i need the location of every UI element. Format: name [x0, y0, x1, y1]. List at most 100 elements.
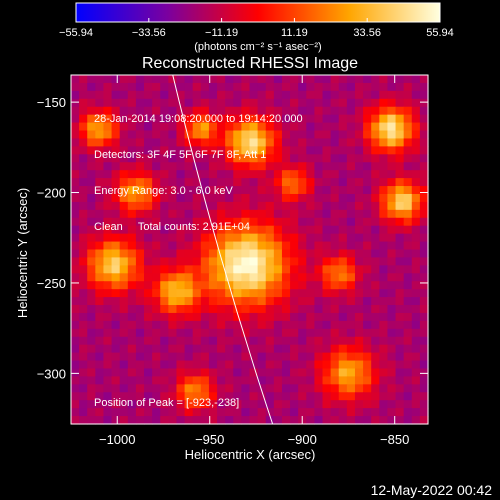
heatmap-cell [217, 368, 226, 378]
heatmap-cell [144, 368, 153, 378]
heatmap-cell [241, 249, 251, 259]
heatmap-cell [330, 257, 340, 266]
heatmap-cell [152, 400, 161, 409]
heatmap-cell [135, 114, 145, 124]
heatmap-cell [241, 178, 251, 187]
heatmap-cell [233, 98, 242, 108]
heatmap-cell [200, 122, 210, 132]
heatmap-cell [257, 193, 267, 203]
heatmap-cell [217, 360, 226, 370]
heatmap-cell [103, 114, 113, 124]
heatmap-cell [395, 289, 405, 298]
heatmap-cell [87, 114, 96, 124]
heatmap-cell [257, 376, 267, 385]
heatmap-cell [233, 297, 242, 306]
heatmap-cell [371, 408, 380, 417]
heatmap-cell [281, 233, 291, 243]
heatmap-cell [306, 289, 316, 298]
heatmap-cell [273, 209, 283, 219]
heatmap-cell [168, 408, 178, 417]
heatmap-cell [395, 98, 405, 108]
heatmap-cell [290, 233, 299, 243]
heatmap-cell [330, 114, 340, 124]
heatmap-cell [208, 328, 218, 338]
heatmap-cell [298, 178, 307, 187]
heatmap-cell [192, 106, 202, 116]
heatmap-cell [298, 408, 307, 417]
heatmap-cell [330, 305, 340, 314]
heatmap-cell [217, 320, 226, 330]
heatmap-cell [387, 257, 397, 266]
heatmap-cell [346, 336, 356, 346]
heatmap-cell [225, 146, 234, 155]
heatmap-cell [249, 368, 259, 378]
heatmap-cell [225, 416, 234, 425]
heatmap-cell [281, 360, 291, 370]
heatmap-cell [411, 241, 421, 251]
heatmap-cell [160, 193, 169, 203]
heatmap-cell [395, 193, 405, 203]
heatmap-cell [135, 217, 145, 227]
heatmap-cell [152, 265, 161, 274]
heatmap-cell [387, 336, 397, 346]
heatmap-cell [265, 209, 275, 219]
heatmap-cell [168, 178, 178, 187]
heatmap-cell [184, 257, 194, 266]
heatmap-cell [184, 392, 194, 401]
heatmap-cell [225, 193, 234, 203]
heatmap-cell [233, 233, 242, 243]
heatmap-cell [257, 305, 267, 314]
heatmap-cell [217, 400, 226, 409]
heatmap-cell [217, 114, 226, 124]
heatmap-cell [95, 106, 105, 116]
heatmap-cell [419, 82, 429, 92]
heatmap-cell [241, 170, 251, 179]
heatmap-cell [111, 392, 121, 401]
heatmap-cell [192, 114, 202, 124]
heatmap-cell [363, 360, 372, 370]
heatmap-cell [208, 114, 218, 124]
heatmap-cell [135, 193, 145, 203]
heatmap-cell [249, 297, 259, 306]
heatmap-cell [379, 186, 389, 195]
heatmap-cell [257, 241, 267, 251]
heatmap-cell [387, 162, 397, 171]
heatmap-cell [273, 162, 283, 171]
heatmap-cell [176, 360, 186, 370]
heatmap-cell [354, 90, 364, 100]
heatmap-cell [249, 336, 259, 346]
heatmap-cell [257, 201, 267, 211]
heatmap-cell [371, 162, 380, 171]
heatmap-cell [322, 408, 332, 417]
heatmap-cell [249, 241, 259, 251]
heatmap-cell [168, 209, 178, 219]
heatmap-cell [395, 225, 405, 235]
heatmap-cell [127, 360, 137, 370]
heatmap-cell [338, 289, 348, 298]
heatmap-cell [354, 193, 364, 203]
heatmap-cell [87, 297, 96, 306]
heatmap-cell [79, 257, 88, 266]
heatmap-cell [265, 138, 275, 147]
heatmap-cell [273, 249, 283, 259]
heatmap-cell [103, 249, 113, 259]
heatmap-cell [346, 249, 356, 259]
heatmap-cell [135, 249, 145, 259]
heatmap-cell [330, 186, 340, 195]
heatmap-cell [200, 154, 210, 163]
heatmap-cell [257, 368, 267, 378]
heatmap-cell [330, 98, 340, 108]
heatmap-cell [290, 392, 299, 401]
heatmap-cell [127, 178, 137, 187]
heatmap-cell [403, 82, 413, 92]
heatmap-cell [87, 122, 96, 132]
heatmap-cell [95, 368, 105, 378]
heatmap-cell [395, 178, 405, 187]
heatmap-cell [371, 305, 380, 314]
heatmap-cell [192, 130, 202, 140]
heatmap-cell [281, 241, 291, 251]
heatmap-cell [395, 384, 405, 393]
heatmap-cell [265, 352, 275, 362]
heatmap-cell [168, 241, 178, 251]
heatmap-cell [144, 408, 153, 417]
